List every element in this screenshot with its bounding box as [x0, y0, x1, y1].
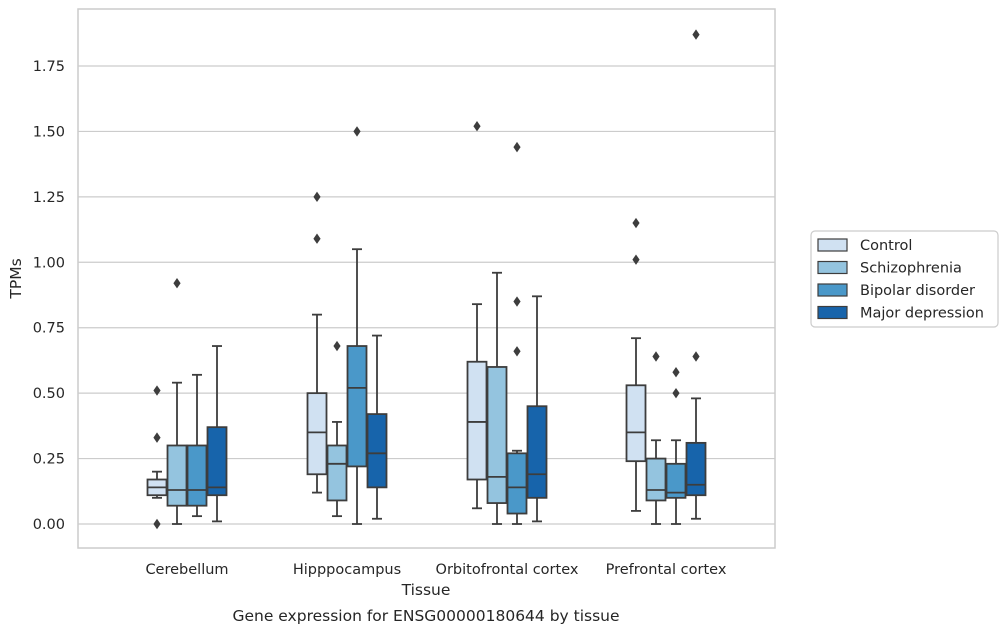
iqr-box [625, 384, 647, 463]
legend-item-control: Control [817, 238, 912, 254]
box-schizophrenia-hipppocampus [326, 340, 348, 518]
iqr-box [526, 405, 548, 499]
x-axis-label: Tissue [401, 581, 451, 599]
outlier-point [153, 518, 161, 530]
iqr-box [645, 457, 667, 502]
outlier-point [353, 126, 361, 137]
outlier-point [672, 367, 680, 378]
legend-swatch [817, 260, 848, 275]
outlier-point [652, 351, 660, 362]
box-bipolar-disorder-cerebellum [186, 373, 208, 518]
outlier-point [153, 432, 161, 443]
iqr-box [206, 426, 228, 497]
outlier-point [672, 387, 680, 399]
x-tick-label-prefrontal-cortex: Prefrontal cortex [606, 562, 727, 578]
outlier-point [473, 120, 481, 132]
outlier-point [513, 296, 521, 307]
y-tick-label: 1.50 [33, 124, 65, 140]
iqr-box [186, 444, 208, 507]
box-major-depression-orbitofrontal-cortex [526, 295, 548, 523]
legend-label: Schizophrenia [860, 261, 962, 277]
plot-area-frame [77, 8, 776, 549]
iqr-box [506, 452, 528, 515]
outlier-point [153, 385, 161, 396]
outlier-point [513, 141, 521, 153]
box-major-depression-cerebellum [206, 345, 228, 523]
outlier-point [173, 278, 181, 289]
y-tick-label: 0.50 [33, 386, 65, 402]
legend-swatch [817, 238, 848, 252]
legend-item-bipolar-disorder: Bipolar disorder [817, 283, 975, 299]
iqr-box [486, 366, 508, 504]
x-axis-ticks: Cerebellum Hipppocampus Orbitofrontal cort… [145, 562, 726, 578]
box-major-depression-hipppocampus [366, 334, 388, 520]
outlier-point [632, 254, 640, 265]
legend-label: Bipolar disorder [860, 283, 975, 299]
y-tick-label: 0.00 [33, 517, 65, 533]
legend: Control Schizophrenia Bipolar disorder Majo… [810, 230, 999, 328]
y-tick-label: 1.00 [33, 255, 65, 271]
box-control-orbitofrontal-cortex [466, 120, 488, 510]
outlier-point [313, 233, 321, 244]
iqr-box [346, 345, 368, 468]
iqr-box [366, 413, 388, 489]
box-plot-series [146, 29, 707, 530]
box-bipolar-disorder-hipppocampus [346, 126, 368, 525]
outlier-point [692, 351, 700, 362]
iqr-box [665, 462, 687, 499]
legend-swatch [817, 305, 848, 320]
legend-label: Major depression [860, 306, 984, 322]
iqr-box [326, 444, 348, 502]
box-control-cerebellum [146, 385, 168, 530]
box-control-hipppocampus [306, 191, 328, 494]
box-bipolar-disorder-prefrontal-cortex [665, 367, 687, 525]
y-tick-label: 0.75 [33, 321, 65, 337]
box-schizophrenia-prefrontal-cortex [645, 351, 667, 525]
y-axis-ticks: 0.00 0.25 0.50 0.75 1.00 1.25 1.50 1.75 [33, 59, 65, 533]
x-tick-label-orbitofrontal-cortex: Orbitofrontal cortex [436, 562, 579, 578]
legend-item-schizophrenia: Schizophrenia [817, 260, 962, 277]
outlier-point [333, 340, 341, 352]
legend-item-major-depression: Major depression [817, 305, 984, 322]
y-axis-label: TPMs [7, 258, 25, 299]
legend-swatch [817, 283, 848, 297]
iqr-box [685, 441, 707, 497]
x-tick-label-cerebellum: Cerebellum [145, 562, 228, 578]
legend-frame [810, 230, 999, 328]
box-bipolar-disorder-orbitofrontal-cortex [506, 141, 528, 525]
chart-caption: Gene expression for ENSG00000180644 by t… [232, 607, 619, 625]
x-tick-label-hipppocampus: Hipppocampus [293, 562, 401, 578]
y-tick-label: 1.75 [33, 59, 65, 75]
iqr-box [166, 444, 188, 507]
y-tick-label: 0.25 [33, 452, 65, 468]
outlier-point [632, 217, 640, 229]
outlier-point [313, 191, 321, 203]
box-control-prefrontal-cortex [625, 217, 647, 512]
box-schizophrenia-cerebellum [166, 278, 188, 525]
outlier-point [513, 346, 521, 357]
y-tick-label: 1.25 [33, 190, 65, 206]
box-schizophrenia-orbitofrontal-cortex [486, 271, 508, 525]
iqr-box [306, 392, 328, 476]
iqr-box [466, 360, 488, 481]
legend-label: Control [860, 238, 912, 254]
outlier-point [692, 29, 700, 40]
box-major-depression-prefrontal-cortex [685, 29, 707, 520]
